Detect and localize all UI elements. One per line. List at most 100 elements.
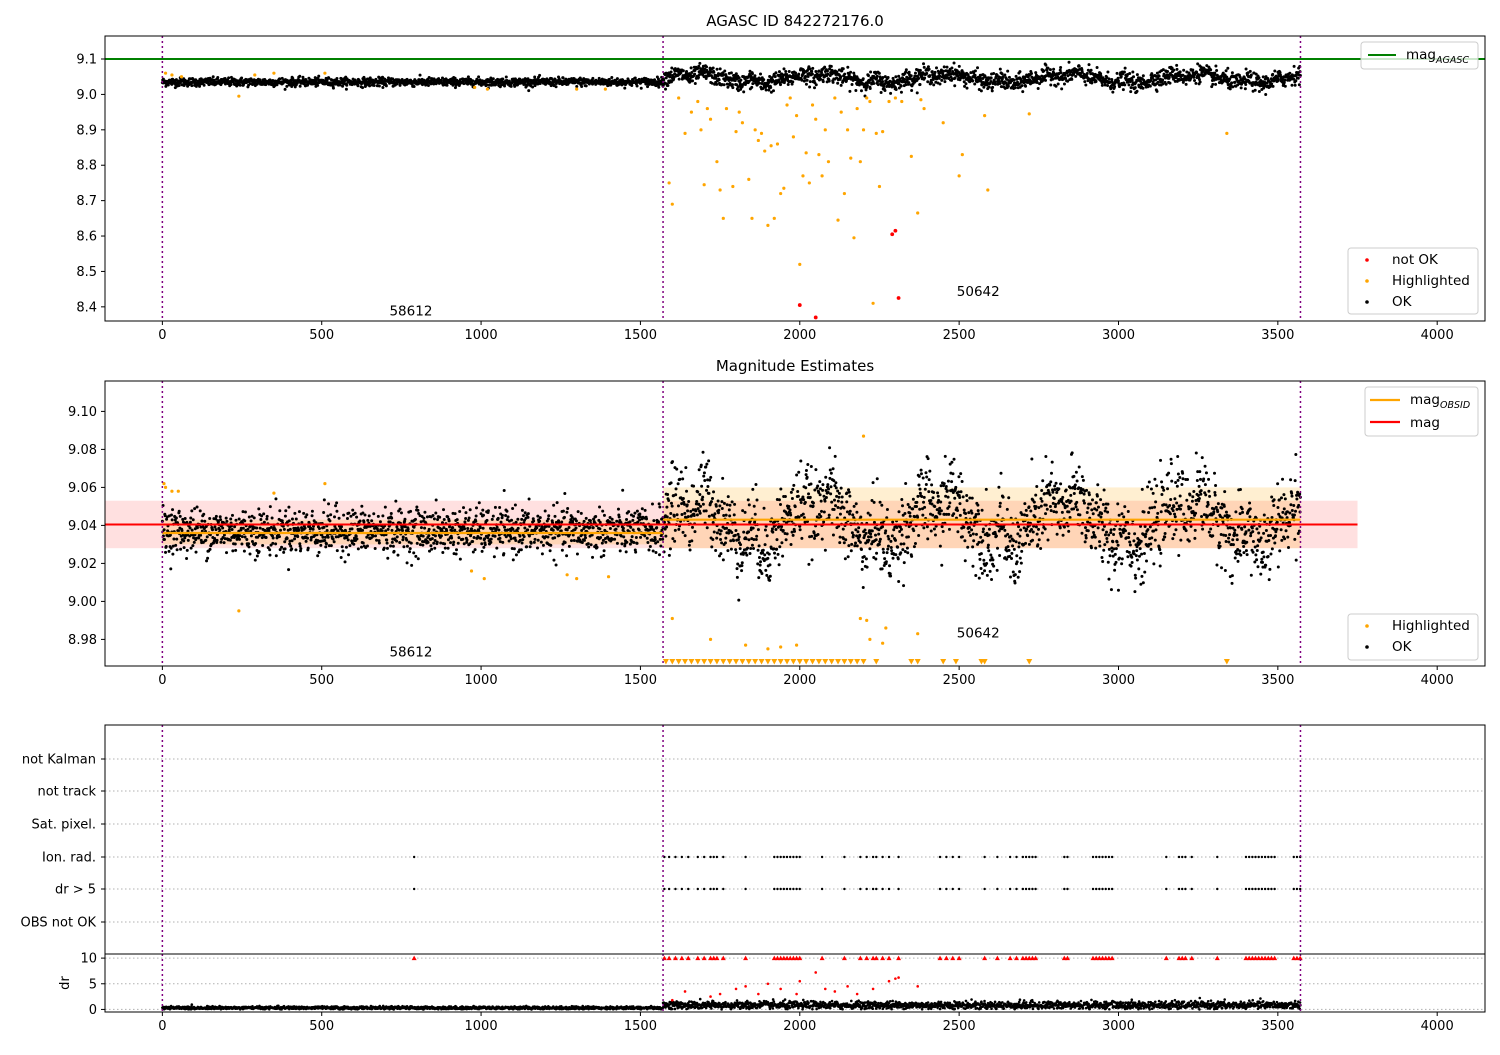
magnitude-ok-point <box>259 518 262 521</box>
magnitude-ok-point <box>680 513 683 516</box>
agasc-ok-point <box>1107 77 1110 80</box>
agasc-ok-point <box>427 84 430 87</box>
agasc-ok-point <box>966 87 969 90</box>
magnitude-ok-point <box>330 544 333 547</box>
magnitude-ok-point <box>541 525 544 528</box>
agasc-ok-point <box>836 82 839 85</box>
magnitude-ok-point <box>383 547 386 550</box>
agasc-ok-point <box>950 67 953 70</box>
magnitude-ok-point <box>497 517 500 520</box>
agasc-ok-point <box>916 91 919 94</box>
magnitude-ok-point <box>489 541 492 544</box>
agasc-ok-point <box>894 75 897 78</box>
magnitude-ok-point <box>625 550 628 553</box>
magnitude-ok-point <box>455 548 458 551</box>
agasc-not-ok-point <box>798 303 802 307</box>
magnitude-ok-point <box>560 521 563 524</box>
magnitude-ok-point <box>702 475 705 478</box>
magnitude-ok-point <box>243 519 246 522</box>
magnitude-ok-point <box>283 540 286 543</box>
magnitude-ok-point <box>416 542 419 545</box>
magnitude-ok-point <box>265 517 268 520</box>
agasc-ok-point <box>1182 69 1185 72</box>
agasc-ok-point <box>1068 61 1071 64</box>
magnitude-ok-point <box>497 529 500 532</box>
magnitude-ok-point <box>552 559 555 562</box>
agasc-x-tick-label: 500 <box>309 328 334 343</box>
agasc-highlighted-point <box>323 72 326 75</box>
agasc-ok-point <box>616 77 619 80</box>
agasc-ok-point <box>807 75 810 78</box>
agasc-highlighted-point <box>789 96 792 99</box>
magnitude-scatter-points <box>161 435 1302 665</box>
agasc-highlighted-point <box>814 118 817 121</box>
agasc-ok-point <box>678 78 681 81</box>
agasc-ok-point <box>842 67 845 70</box>
magnitude-ok-point <box>721 477 724 480</box>
agasc-ok-point <box>1258 76 1261 79</box>
magnitude-ok-point <box>718 504 721 507</box>
magnitude-ok-point <box>527 512 530 515</box>
magnitude-ok-point <box>274 528 277 531</box>
agasc-ok-point <box>1185 83 1188 86</box>
agasc-ok-point <box>1129 90 1132 93</box>
agasc-highlighted-point <box>887 100 890 103</box>
magnitude-ok-point <box>244 536 247 539</box>
magnitude-ok-point <box>632 541 635 544</box>
magnitude-ok-point <box>409 547 412 550</box>
agasc-highlighted-point <box>703 183 706 186</box>
magnitude-ok-point <box>714 549 717 552</box>
magnitude-ok-point <box>322 526 325 529</box>
agasc-ok-point <box>881 80 884 83</box>
magnitude-ok-point <box>580 512 583 515</box>
magnitude-ok-point <box>556 501 559 504</box>
agasc-ok-point <box>753 74 756 77</box>
agasc-ok-point <box>664 88 667 91</box>
agasc-highlighted-point <box>922 107 925 110</box>
agasc-ok-point <box>227 76 230 79</box>
agasc-ok-point <box>419 74 422 77</box>
agasc-ok-point <box>1231 71 1234 74</box>
magnitude-ok-point <box>583 539 586 542</box>
agasc-bottom-legend: not OK Highlighted OK <box>1348 248 1478 314</box>
magnitude-ok-point <box>245 538 248 541</box>
magnitude-ok-point <box>482 527 485 530</box>
magnitude-ok-point <box>474 520 477 523</box>
magnitude-ok-point <box>705 463 708 466</box>
agasc-ok-point <box>774 71 777 74</box>
magnitude-ok-point <box>169 567 172 570</box>
magnitude-ok-point <box>655 526 658 529</box>
agasc-ok-point <box>1049 68 1052 71</box>
magnitude-ok-point <box>707 459 710 462</box>
agasc-ok-point <box>510 85 513 88</box>
agasc-ok-point <box>923 77 926 80</box>
agasc-ok-point <box>413 85 416 88</box>
agasc-ok-point <box>839 75 842 78</box>
magnitude-ok-point <box>213 525 216 528</box>
magnitude-ok-point <box>293 537 296 540</box>
agasc-ok-point <box>783 67 786 70</box>
magnitude-ok-point <box>391 541 394 544</box>
agasc-ok-point <box>982 86 985 89</box>
agasc-highlighted-point <box>782 187 785 190</box>
agasc-ok-point <box>718 78 721 81</box>
magnitude-ok-point <box>185 557 188 560</box>
agasc-highlighted-point <box>856 107 859 110</box>
agasc-ok-point <box>693 73 696 76</box>
agasc-highlighted-point <box>811 103 814 106</box>
agasc-ok-point <box>1003 73 1006 76</box>
magnitude-ok-point <box>677 504 680 507</box>
magnitude-ok-point <box>457 542 460 545</box>
magnitude-ok-point <box>441 551 444 554</box>
magnitude-ok-point <box>631 535 634 538</box>
magnitude-ok-point <box>338 517 341 520</box>
magnitude-ok-point <box>644 509 647 512</box>
magnitude-ok-point <box>471 540 474 543</box>
magnitude-ok-point <box>566 507 569 510</box>
magnitude-ok-point <box>261 544 264 547</box>
agasc-ok-point <box>907 81 910 84</box>
magnitude-ok-point <box>453 529 456 532</box>
agasc-ok-point <box>806 79 809 82</box>
magnitude-ok-point <box>539 516 542 519</box>
agasc-highlighted-point <box>916 211 919 214</box>
